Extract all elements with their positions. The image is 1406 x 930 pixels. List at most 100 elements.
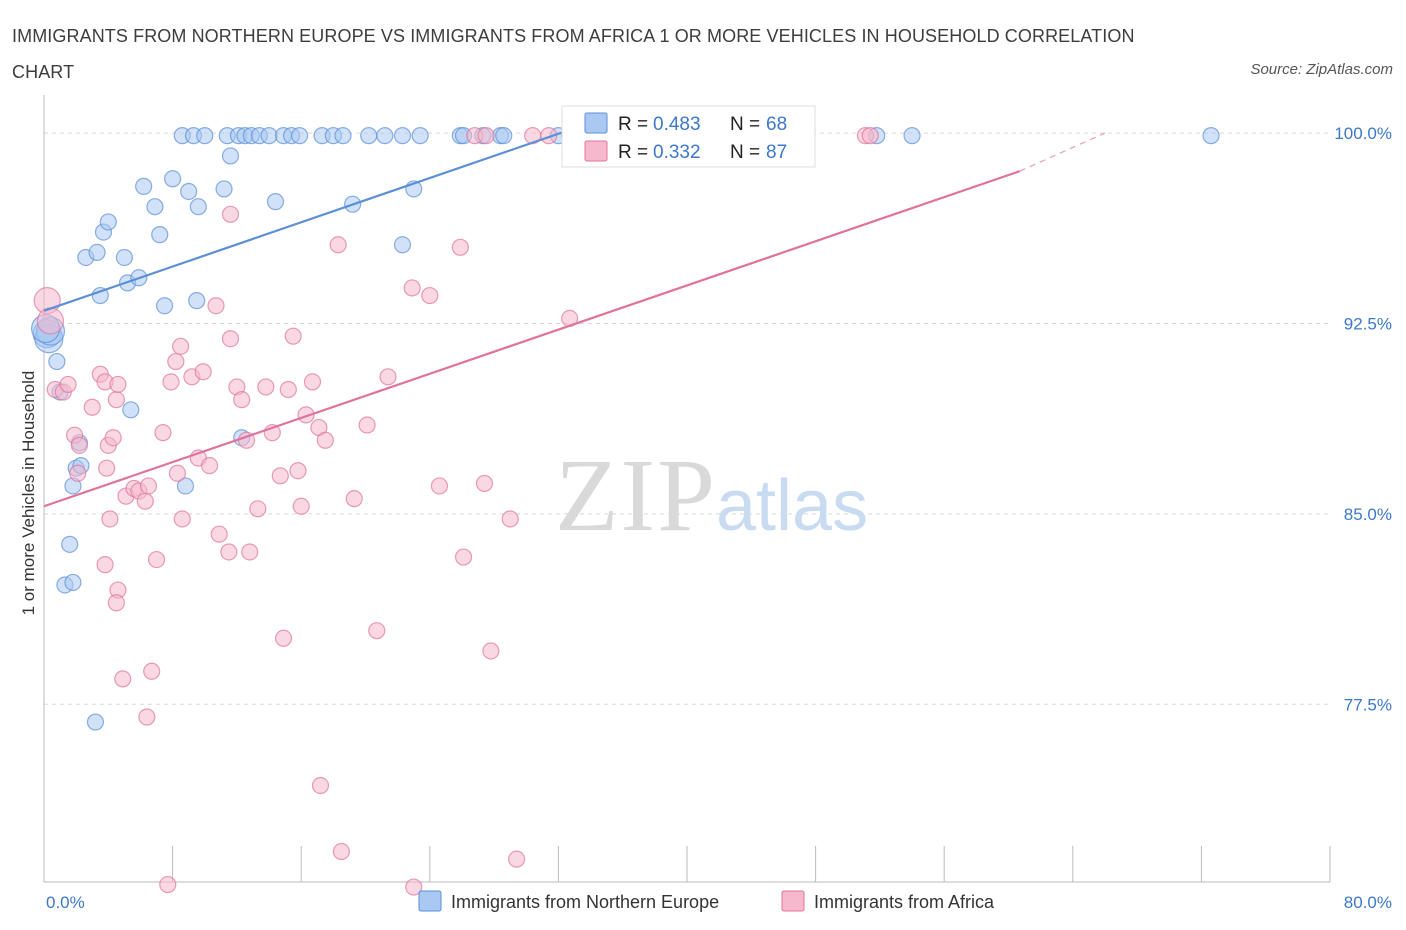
- y-tick-label: 92.5%: [1344, 314, 1392, 333]
- data-point: [101, 510, 119, 528]
- y-tick-label: 77.5%: [1344, 695, 1392, 714]
- data-point: [200, 457, 219, 475]
- bottom-legend: Immigrants from Northern Europe Immigran…: [418, 890, 995, 912]
- data-point: [221, 147, 240, 165]
- data-point: [345, 490, 363, 508]
- data-point: [368, 622, 386, 640]
- trend-line: [43, 170, 1021, 508]
- data-point: [290, 127, 309, 145]
- data-point: [241, 543, 259, 561]
- data-point: [303, 373, 322, 391]
- data-point: [138, 708, 156, 726]
- data-point: [393, 127, 412, 145]
- data-point: [297, 406, 315, 424]
- data-point: [403, 279, 421, 297]
- data-point: [189, 198, 207, 216]
- data-point: [360, 127, 378, 145]
- chart-title: IMMIGRANTS FROM NORTHERN EUROPE VS IMMIG…: [12, 26, 1135, 82]
- data-point: [257, 378, 275, 396]
- watermark-atlas: atlas: [716, 466, 868, 546]
- data-point: [221, 330, 240, 348]
- data-point: [180, 182, 198, 201]
- stats-n-value-africa: 87: [766, 142, 787, 163]
- stats-n-label-northern-europe: N =: [730, 114, 760, 135]
- data-point: [91, 286, 109, 305]
- data-point: [122, 401, 140, 419]
- data-point: [61, 535, 79, 553]
- stats-swatch-northern-europe: [584, 112, 608, 134]
- data-point: [358, 416, 376, 434]
- data-point: [69, 464, 87, 482]
- y-axis-label: 1 or more Vehicles in Household: [19, 371, 38, 616]
- data-point: [221, 205, 240, 223]
- data-point: [271, 467, 289, 485]
- data-point: [196, 127, 214, 145]
- data-point: [284, 327, 302, 345]
- data-point: [861, 127, 879, 145]
- data-point: [168, 464, 187, 482]
- stats-r-value-northern-europe: 0.483: [653, 114, 701, 135]
- data-point: [99, 213, 117, 231]
- data-point: [70, 436, 88, 454]
- data-point: [207, 297, 225, 315]
- data-point: [48, 352, 66, 371]
- data-point: [495, 127, 513, 145]
- data-point: [376, 127, 394, 145]
- trend-lines: [43, 124, 1106, 508]
- legend-label-africa[interactable]: Immigrants from Africa: [814, 892, 995, 912]
- data-point: [477, 127, 495, 145]
- data-point: [210, 525, 228, 543]
- y-tick-labels: 77.5% 85.0% 92.5% 100.0%: [1334, 124, 1392, 714]
- data-point: [1202, 127, 1220, 145]
- data-point: [405, 878, 423, 896]
- data-point: [292, 497, 310, 515]
- y-tick-label: 85.0%: [1344, 505, 1392, 524]
- data-point: [188, 292, 206, 310]
- data-point: [249, 500, 267, 518]
- data-point: [98, 459, 116, 477]
- data-point: [143, 662, 161, 680]
- data-point: [64, 573, 82, 592]
- data-point: [59, 375, 77, 394]
- data-point: [451, 238, 469, 256]
- series-africa-points: [33, 127, 879, 896]
- data-point: [260, 127, 278, 145]
- data-point: [311, 776, 330, 795]
- data-point: [109, 375, 127, 394]
- data-point: [220, 543, 238, 561]
- series-northern-europe-points: [31, 127, 1220, 731]
- data-point: [274, 629, 293, 647]
- legend-swatch-northern-europe[interactable]: [418, 890, 442, 912]
- data-point: [332, 842, 350, 861]
- watermark-zip: ZIP: [555, 438, 717, 553]
- legend-swatch-africa[interactable]: [781, 890, 805, 912]
- data-point: [430, 477, 449, 495]
- stats-r-label-africa: R =: [618, 142, 648, 163]
- stats-r-label-northern-europe: R =: [618, 114, 648, 135]
- data-point: [176, 477, 195, 495]
- stats-n-value-northern-europe: 68: [766, 114, 787, 135]
- x-axis-ticks: [43, 846, 1331, 882]
- data-point: [164, 170, 182, 188]
- data-point: [154, 424, 172, 442]
- data-point: [162, 373, 180, 391]
- data-point: [172, 337, 190, 355]
- data-point: [194, 363, 212, 381]
- data-point: [151, 226, 169, 244]
- trend-line: [43, 124, 583, 312]
- data-point: [114, 670, 132, 688]
- data-point: [96, 556, 114, 574]
- trend-line-extension: [1019, 132, 1106, 172]
- data-point: [136, 492, 154, 510]
- stats-swatch-africa: [584, 140, 608, 162]
- data-point: [107, 391, 125, 409]
- x-tick-label-min: 0.0%: [46, 893, 85, 912]
- data-point: [289, 462, 307, 480]
- data-point: [36, 307, 65, 335]
- stats-r-value-africa: 0.332: [653, 142, 701, 163]
- data-point: [107, 594, 125, 612]
- legend-label-northern-europe[interactable]: Immigrants from Northern Europe: [451, 892, 719, 912]
- data-point: [482, 642, 500, 660]
- data-point: [159, 875, 177, 894]
